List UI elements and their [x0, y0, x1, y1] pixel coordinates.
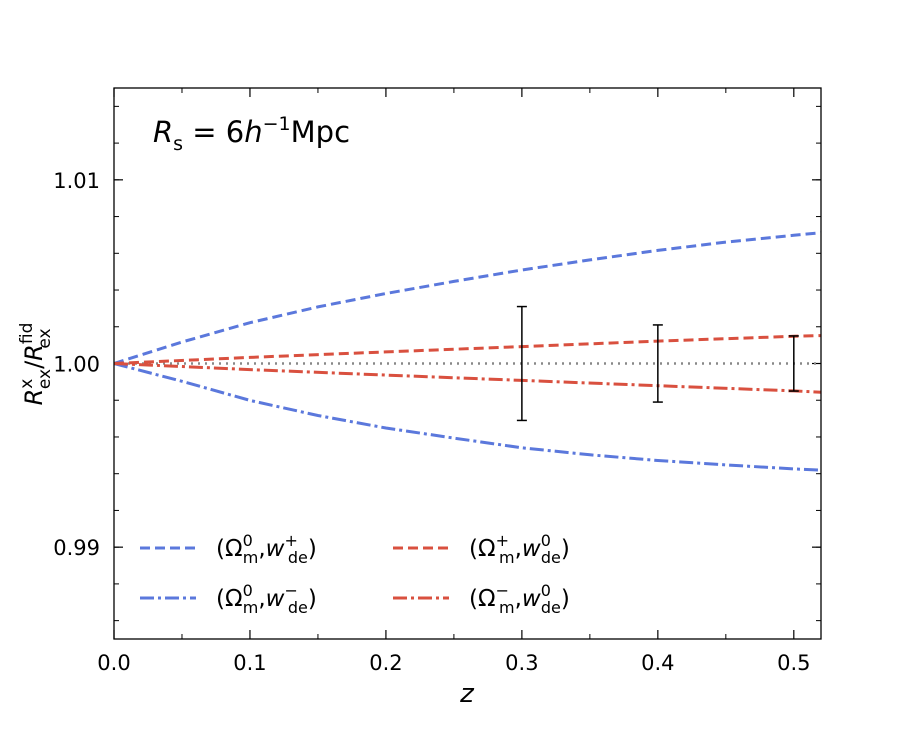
legend-label-series-3: (Ω+ m,w0 de): [469, 531, 570, 567]
y-tick-label: 0.99: [53, 536, 100, 560]
y-tick-label: 1.00: [53, 353, 100, 377]
annotation-unit: Mpc: [291, 115, 350, 149]
annotation-h-sup: −1: [263, 113, 291, 135]
legend-item-series-4: (Ω− m,w0 de): [393, 581, 570, 617]
annotation-eq: = 6: [183, 115, 244, 149]
plot-frame: [113, 87, 822, 640]
y-label-den: R: [20, 344, 48, 361]
error-bar-3: [788, 335, 799, 392]
x-tick-label: 0.5: [777, 651, 810, 675]
ticks: 0.0 0.1 0.2 0.3 0.4 0.5 0.99 1.00 1.01: [53, 88, 821, 675]
legend: (Ω0 m,w+ de) (Ω0 m,w− de) (Ω+ m,w0 de) (Ω− m,w0…: [140, 531, 570, 617]
x-tick-label: 0.0: [97, 651, 130, 675]
y-label-num: R: [20, 389, 48, 406]
legend-item-series-1: (Ω0 m,w+ de): [140, 531, 317, 567]
y-label-num-sub: ex: [35, 369, 55, 389]
y-label-den-sup: fid: [17, 323, 37, 345]
y-tick-label: 1.01: [53, 169, 100, 193]
error-bars-layer: [516, 305, 799, 422]
annotation-h: h: [244, 115, 262, 149]
annotation-symbol: R: [153, 115, 173, 149]
legend-item-series-2: (Ω0 m,w− de): [140, 581, 317, 617]
y-label-den-sub: ex: [35, 328, 55, 348]
annotation-symbol-sub: s: [173, 133, 183, 155]
legend-label-series-2: (Ω0 m,w− de): [216, 581, 317, 617]
error-bar-2: [652, 324, 663, 403]
error-bar-1: [516, 305, 527, 422]
y-label-slash: /: [20, 360, 48, 369]
legend-label-series-4: (Ω− m,w0 de): [469, 581, 570, 617]
y-axis-label: Rxex/Rfidex: [17, 323, 55, 406]
legend-label-series-1: (Ω0 m,w+ de): [216, 531, 317, 567]
x-tick-label: 0.1: [233, 651, 266, 675]
legend-item-series-3: (Ω+ m,w0 de): [393, 531, 570, 567]
x-tick-label: 0.3: [505, 651, 538, 675]
svg-text:Rxex/Rfidex: Rxex/Rfidex: [17, 323, 55, 406]
x-tick-label: 0.4: [641, 651, 674, 675]
series-line-1: [113, 231, 822, 365]
x-tick-label: 0.2: [369, 651, 402, 675]
annotation: Rs = 6h−1Mpc: [153, 113, 350, 155]
series-line-2: [113, 362, 822, 472]
y-label-num-sup: x: [17, 379, 37, 389]
x-axis-label: z: [459, 679, 475, 709]
